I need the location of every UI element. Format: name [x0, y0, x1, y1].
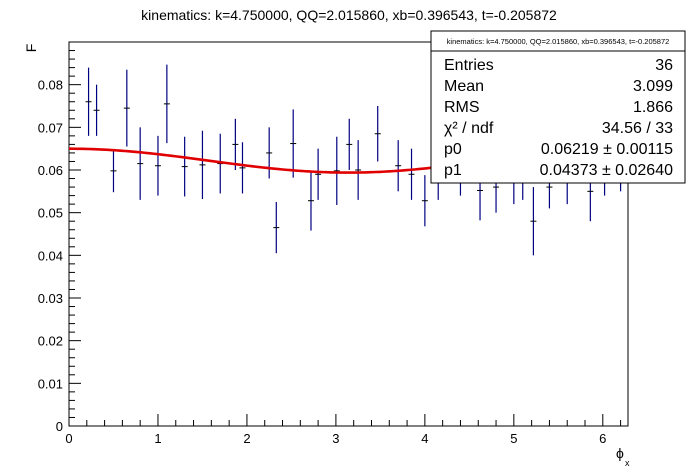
stats-row-label: Mean [444, 78, 484, 95]
x-tick-label: 6 [599, 431, 606, 446]
y-axis-label: F [23, 44, 39, 53]
x-tick-label: 5 [510, 431, 517, 446]
y-tick-label: 0.07 [38, 120, 63, 135]
stats-row-label: Entries [444, 57, 494, 74]
y-tick-label: 0.04 [38, 248, 63, 263]
y-tick-label: 0 [56, 419, 63, 434]
chart-title: kinematics: k=4.750000, QQ=2.015860, xb=… [141, 7, 557, 23]
y-tick-label: 0.05 [38, 206, 63, 221]
stats-box-header: kinematics: k=4.750000, QQ=2.015860, xb=… [447, 37, 670, 46]
y-tick-label: 0.01 [38, 376, 63, 391]
stats-row-value: 0.06219 ± 0.00115 [541, 141, 673, 158]
stats-row-value: 36 [655, 57, 673, 74]
stats-row-value: 34.56 / 33 [602, 120, 673, 137]
stats-row-label: p0 [444, 141, 462, 158]
y-tick-label: 0.02 [38, 334, 63, 349]
stats-box-frame [430, 30, 686, 184]
x-tick-label: 0 [65, 431, 72, 446]
y-tick-label: 0.03 [38, 291, 63, 306]
y-tick-label: 0.08 [38, 78, 63, 93]
x-axis-label-subscript: x [625, 458, 630, 468]
plot-frame [68, 41, 629, 427]
stats-row-label: RMS [444, 99, 480, 116]
x-axis-label: ϕ [616, 445, 624, 461]
stats-row-label: χ² / ndf [444, 120, 494, 137]
stats-row-value: 0.04373 ± 0.02640 [540, 162, 673, 179]
stats-row-label: p1 [444, 162, 462, 179]
stats-box: kinematics: k=4.750000, QQ=2.015860, xb=… [430, 30, 686, 184]
x-tick-label: 4 [421, 431, 428, 446]
x-tick-label: 1 [154, 431, 161, 446]
y-tick-label: 0.06 [38, 163, 63, 178]
stats-row-value: 1.866 [633, 99, 673, 116]
x-tick-label: 2 [243, 431, 250, 446]
x-tick-label: 3 [332, 431, 339, 446]
stats-row-value: 3.099 [633, 78, 673, 95]
